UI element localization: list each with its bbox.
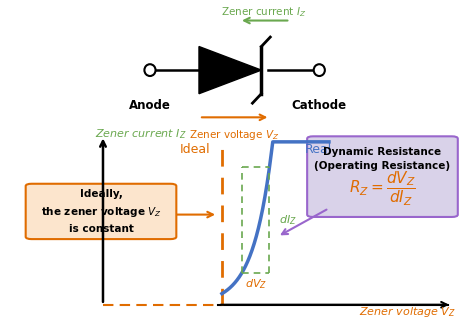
Text: Zener voltage $V_Z$: Zener voltage $V_Z$ (190, 128, 280, 142)
Text: $R_Z = \dfrac{dV_Z}{dI_Z}$: $R_Z = \dfrac{dV_Z}{dI_Z}$ (349, 170, 416, 208)
Text: Zener current $I_Z$: Zener current $I_Z$ (221, 5, 306, 19)
Text: Zener voltage $V_Z$: Zener voltage $V_Z$ (359, 305, 456, 319)
Text: Ideally,
the zener voltage $V_Z$
is constant: Ideally, the zener voltage $V_Z$ is cons… (41, 189, 162, 234)
Text: Ideal: Ideal (179, 144, 210, 156)
Circle shape (314, 64, 325, 76)
FancyBboxPatch shape (307, 136, 458, 217)
Text: Dynamic Resistance
(Operating Resistance): Dynamic Resistance (Operating Resistance… (314, 147, 451, 171)
Text: Real: Real (305, 144, 332, 156)
Circle shape (145, 64, 155, 76)
Polygon shape (199, 47, 261, 94)
Text: Zener current $I_Z$: Zener current $I_Z$ (95, 127, 187, 141)
Text: Cathode: Cathode (292, 99, 347, 112)
Text: $dV_Z$: $dV_Z$ (245, 277, 267, 291)
Text: $dI_Z$: $dI_Z$ (279, 213, 297, 227)
FancyBboxPatch shape (26, 184, 176, 239)
Text: Anode: Anode (129, 99, 171, 112)
